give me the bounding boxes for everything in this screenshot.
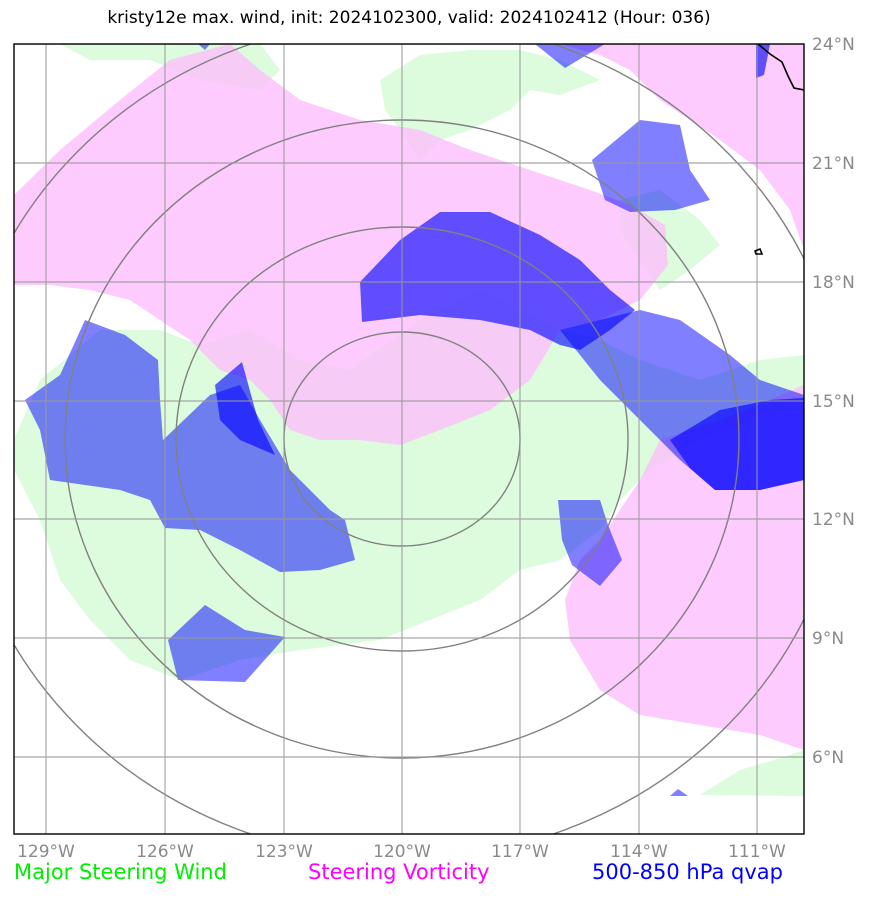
legend-steering-wind: Major Steering Wind [14,860,227,884]
qvap-region-south [558,500,622,586]
steering-wind-region-main [14,290,804,680]
plot-frame [13,43,805,835]
qvap-region-core [360,212,635,350]
lon-tick: 120°W [373,842,431,862]
map-title: kristy12e max. wind, init: 2024102300, v… [107,8,711,28]
steering-wind-layer [14,44,804,796]
lon-tick: 114°W [610,842,668,862]
coastline-ne [757,44,804,91]
lat-tick: 15°N [812,392,855,412]
graticule [14,44,804,834]
lat-tick: 21°N [812,154,855,174]
qvap-region-north-edge [535,44,605,68]
latitude-tick-labels: 24°N 21°N 18°N 15°N 12°N 9°N 6°N [812,35,855,768]
qvap-region-ne [592,120,710,212]
lon-tick: 126°W [136,842,194,862]
qvap-region-west-core [215,362,275,455]
legend-qvap: 500-850 hPa qvap [592,860,783,884]
lat-tick: 24°N [812,35,855,55]
qvap-layer [25,44,804,796]
lat-tick: 18°N [812,273,855,293]
steering-wind-region-se [700,750,804,796]
lon-tick: 123°W [255,842,313,862]
lat-tick: 6°N [812,748,844,768]
lon-tick: 117°W [491,842,549,862]
lon-tick: 129°W [17,842,75,862]
qvap-region-bottom-speck [670,789,688,796]
qvap-region-east-core [670,398,804,490]
lat-tick: 12°N [812,510,855,530]
qvap-region-top-speck [198,44,210,50]
vorticity-region-main [14,44,668,445]
steering-wind-region-north [380,50,600,160]
qvap-region-ne-corner [756,44,770,78]
qvap-region-sw [168,605,285,682]
qvap-region-west [25,320,355,572]
coastline [754,44,804,255]
longitude-tick-labels: 129°W 126°W 123°W 120°W 117°W 114°W 111°… [17,842,786,862]
island-outline [754,247,764,255]
vorticity-region-ne [560,44,804,250]
legend-steering-vorticity: Steering Vorticity [308,860,490,884]
lon-tick: 111°W [728,842,786,862]
map-plot-area [14,44,804,834]
lat-tick: 9°N [812,629,844,649]
